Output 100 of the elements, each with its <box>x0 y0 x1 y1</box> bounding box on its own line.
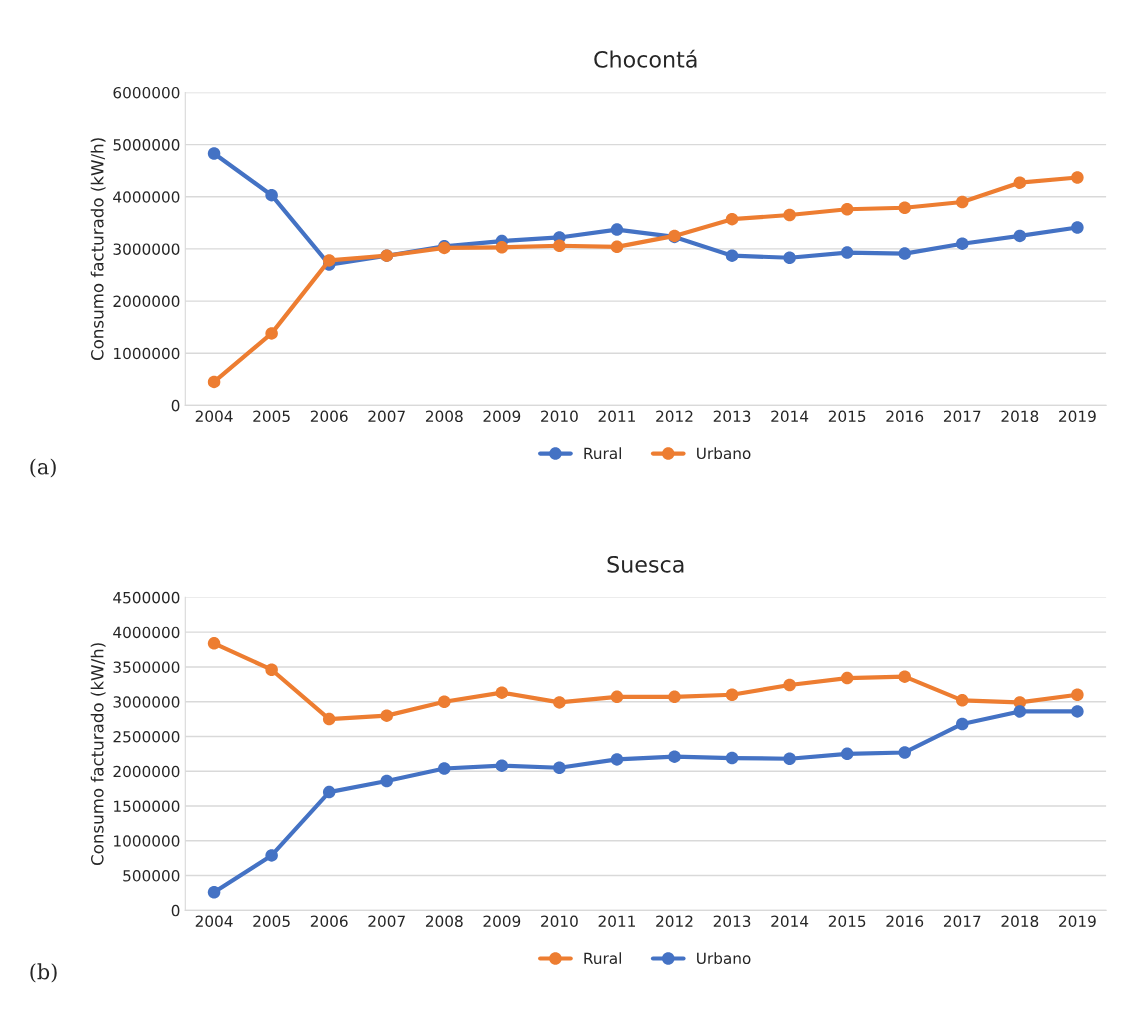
point <box>265 327 278 340</box>
y-tick-label: 2500000 <box>113 730 180 743</box>
x-tick-label: 2004 <box>195 410 233 423</box>
point <box>610 753 624 766</box>
x-tick-label: 2005 <box>253 410 290 423</box>
x-tick-label: 2014 <box>771 915 809 928</box>
point <box>956 237 969 250</box>
point <box>1071 688 1084 702</box>
chart-title: Chocontá <box>594 49 697 68</box>
point <box>725 249 739 262</box>
point <box>840 671 854 685</box>
x-tick-label: 2016 <box>886 915 924 928</box>
point <box>898 746 911 759</box>
y-tick-label: 3500000 <box>113 661 180 673</box>
point <box>265 849 278 862</box>
x-tick-label: 2012 <box>656 915 693 928</box>
x-tick-label: 2006 <box>310 915 348 928</box>
x-tick-label: 2013 <box>713 915 751 928</box>
point <box>322 254 336 267</box>
point <box>840 747 854 761</box>
point <box>1071 221 1084 234</box>
x-tick-label: 2019 <box>1059 915 1096 928</box>
x-tick-label: 2009 <box>483 410 521 423</box>
y-axis-title: Consumo facturado (kW/h) <box>90 643 106 866</box>
point <box>668 690 681 704</box>
point <box>956 694 969 707</box>
point <box>610 240 624 254</box>
x-tick-label: 2011 <box>598 915 635 928</box>
y-tick-label: 6000000 <box>113 86 180 99</box>
y-tick-label: 0 <box>171 399 180 412</box>
x-tick-label: 2019 <box>1059 410 1096 423</box>
point <box>495 686 509 699</box>
x-tick-label: 2012 <box>656 410 693 423</box>
point <box>1013 176 1027 189</box>
point <box>207 375 221 389</box>
x-tick-label: 2018 <box>1001 410 1039 423</box>
y-tick-label: 2000000 <box>113 295 180 308</box>
point <box>783 678 796 692</box>
point <box>610 690 624 704</box>
y-tick-label: 5000000 <box>113 139 180 151</box>
x-tick-label: 2007 <box>368 915 405 928</box>
y-tick-label: 1000000 <box>114 347 180 360</box>
point <box>553 761 566 775</box>
point <box>783 208 796 222</box>
point <box>438 762 451 775</box>
point <box>380 709 393 722</box>
y-axis-title: Consumo facturado (kW/h) <box>90 138 106 361</box>
point <box>898 247 911 260</box>
y-tick-label: 1500000 <box>114 800 180 813</box>
y-tick-label: 3000000 <box>113 243 180 255</box>
point <box>725 751 739 765</box>
point <box>438 695 451 708</box>
point <box>1013 229 1027 243</box>
y-tick-label: 4500000 <box>113 591 180 604</box>
point <box>956 195 969 209</box>
point <box>1071 171 1084 184</box>
y-tick-label: 3000000 <box>113 696 180 708</box>
x-tick-label: 2008 <box>425 915 463 928</box>
x-tick-label: 2016 <box>886 410 924 423</box>
point <box>553 696 566 709</box>
point <box>1071 705 1084 718</box>
point <box>207 147 221 160</box>
point <box>265 188 278 202</box>
y-tick-label: 4000000 <box>113 191 180 203</box>
point <box>898 201 911 214</box>
x-tick-label: 2010 <box>541 915 578 928</box>
y-tick-label: 4000000 <box>113 626 180 639</box>
point <box>380 774 393 788</box>
x-tick-label: 2009 <box>483 915 521 928</box>
point <box>322 785 336 799</box>
point <box>1013 705 1027 718</box>
point <box>207 886 221 899</box>
legend-label: Rural <box>584 952 621 965</box>
point <box>783 251 796 265</box>
text: (a) <box>30 458 56 478</box>
x-tick-label: 2006 <box>310 410 348 423</box>
x-tick-label: 2005 <box>253 915 290 928</box>
point <box>322 712 336 726</box>
point <box>610 223 624 236</box>
point <box>553 239 566 253</box>
text: (b) <box>30 963 57 983</box>
chart-title: Suesca <box>607 555 684 573</box>
y-tick-label: 2000000 <box>113 765 180 778</box>
y-tick-label: 1000000 <box>114 835 180 847</box>
y-tick-label: 0 <box>171 904 180 917</box>
x-tick-label: 2015 <box>828 410 866 423</box>
x-tick-label: 2007 <box>368 410 405 423</box>
point <box>207 637 221 650</box>
point <box>956 717 969 731</box>
x-tick-label: 2017 <box>943 915 981 928</box>
x-tick-label: 2015 <box>828 915 866 928</box>
x-tick-label: 2018 <box>1001 915 1039 928</box>
point <box>783 752 796 765</box>
point <box>840 246 854 259</box>
point <box>265 663 278 676</box>
point <box>495 241 509 254</box>
x-tick-label: 2011 <box>598 410 635 423</box>
point <box>725 212 739 226</box>
point <box>668 750 681 763</box>
legend-label: Urbano <box>697 447 751 460</box>
